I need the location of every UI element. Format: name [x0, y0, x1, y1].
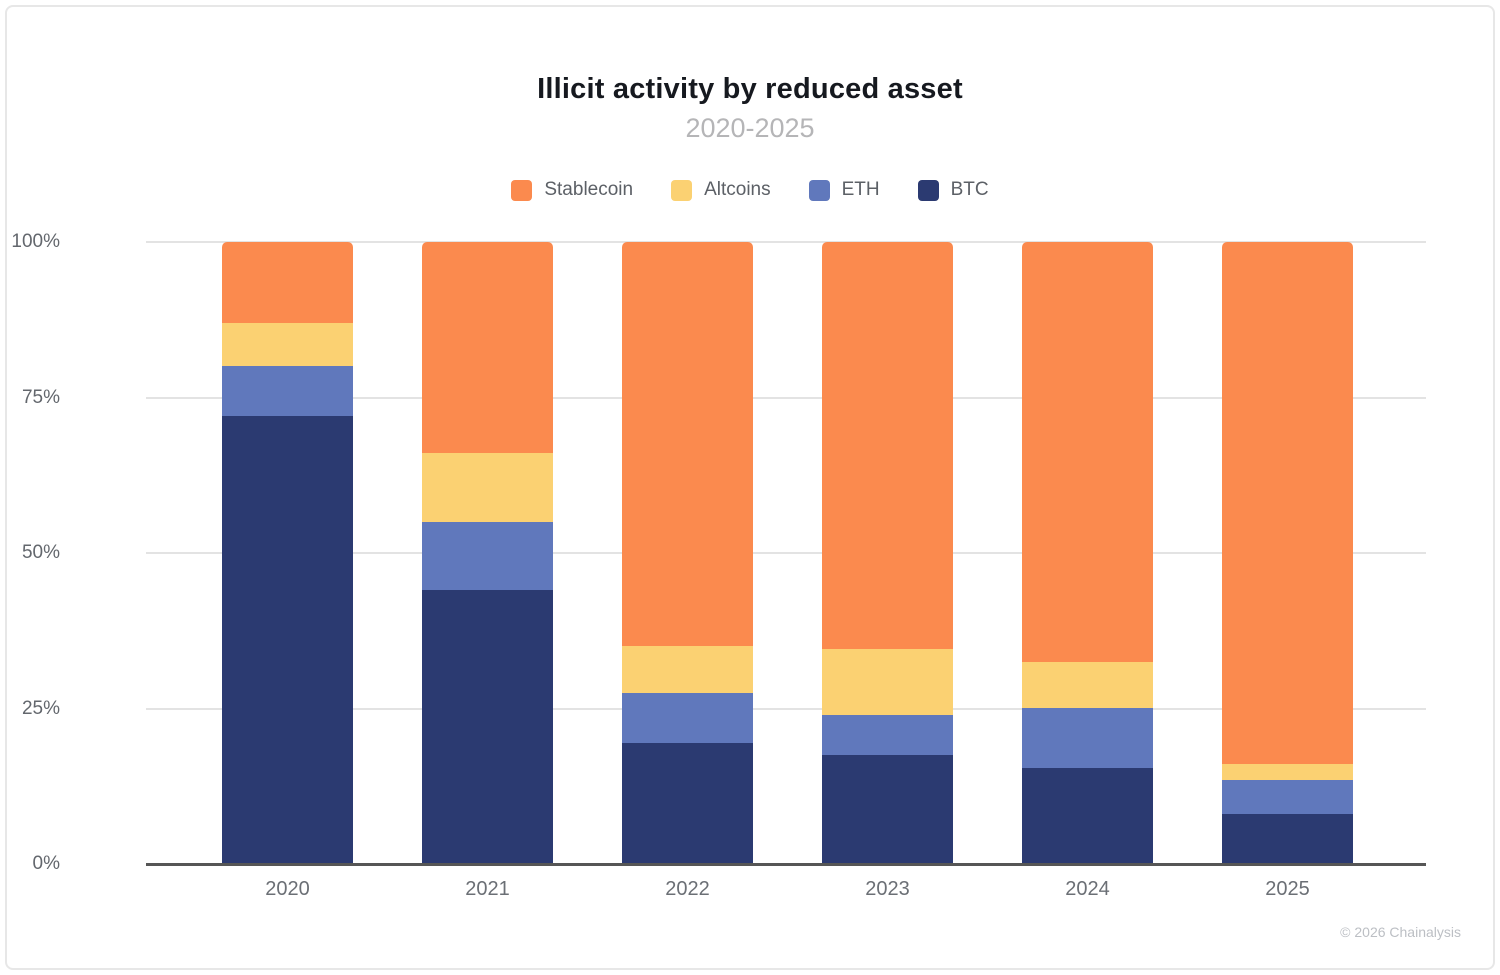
bar-segment-btc-2025[interactable]	[1222, 814, 1353, 864]
x-tick-label-2020: 2020	[265, 878, 310, 900]
bar-segment-altcoins-2024[interactable]	[1022, 661, 1153, 709]
y-tick-label-50: 50%	[21, 542, 60, 563]
legend-label: Altcoins	[704, 179, 771, 200]
legend-item-stablecoin[interactable]: Stablecoin	[511, 179, 633, 201]
y-tick-label-100: 100%	[11, 231, 60, 252]
bar-segment-stablecoin-2020[interactable]	[222, 242, 353, 323]
legend-item-altcoins[interactable]: Altcoins	[671, 179, 771, 201]
bar-2023	[822, 242, 953, 864]
bar-segment-eth-2024[interactable]	[1022, 708, 1153, 768]
gridline-50	[146, 552, 1426, 554]
bar-segment-eth-2021[interactable]	[422, 521, 553, 591]
legend-swatch-stablecoin	[511, 179, 533, 201]
legend-swatch-eth	[808, 179, 830, 201]
bar-segment-stablecoin-2025[interactable]	[1222, 242, 1353, 765]
plot-area: 0% 25% 50% 75% 100% 2020 2021 2022 2023 2024 2025	[11, 232, 1426, 900]
bar-segment-btc-2023[interactable]	[822, 755, 953, 864]
gridline-25	[146, 707, 1426, 710]
bar-segment-stablecoin-2022[interactable]	[622, 242, 753, 647]
bar-2021	[422, 242, 553, 864]
legend-swatch-btc	[917, 179, 939, 201]
x-tick-label-2025: 2025	[1265, 878, 1310, 900]
bar-segment-btc-2022[interactable]	[622, 742, 753, 864]
x-tick-label-2022: 2022	[665, 878, 710, 900]
bar-segment-btc-2024[interactable]	[1022, 767, 1153, 864]
gridline-100	[146, 241, 1426, 243]
bar-2020	[222, 242, 353, 864]
x-tick-label-2021: 2021	[465, 878, 510, 900]
bar-segment-altcoins-2023[interactable]	[822, 649, 953, 715]
legend-label: ETH	[841, 179, 880, 200]
bar-segment-altcoins-2022[interactable]	[622, 646, 753, 693]
bar-segment-stablecoin-2021[interactable]	[422, 242, 553, 454]
legend: Stablecoin Altcoins ETH BTC	[7, 179, 1493, 201]
bar-segment-eth-2022[interactable]	[622, 692, 753, 743]
bar-segment-altcoins-2020[interactable]	[222, 322, 353, 367]
y-tick-label-25: 25%	[21, 697, 60, 719]
bar-segment-eth-2025[interactable]	[1222, 780, 1353, 815]
bar-2024	[1022, 242, 1153, 864]
bar-segment-btc-2020[interactable]	[222, 416, 353, 864]
legend-swatch-altcoins	[671, 179, 693, 201]
x-axis-line	[146, 863, 1426, 866]
x-tick-label-2024: 2024	[1065, 878, 1110, 900]
legend-label: Stablecoin	[544, 179, 634, 200]
bar-segment-altcoins-2025[interactable]	[1222, 764, 1353, 781]
y-tick-label-75: 75%	[21, 386, 60, 408]
chart-card: Illicit activity by reduced asset 2020-2…	[5, 5, 1495, 970]
bar-segment-btc-2021[interactable]	[422, 590, 553, 864]
legend-item-eth[interactable]: ETH	[808, 179, 880, 201]
bar-2022	[622, 242, 753, 864]
copyright-text: © 2026 Chainalysis	[1340, 924, 1461, 940]
legend-label: BTC	[950, 179, 989, 200]
chart-title: Illicit activity by reduced asset	[537, 73, 963, 105]
bar-segment-stablecoin-2024[interactable]	[1022, 242, 1153, 662]
y-tick-label-0: 0%	[32, 853, 60, 874]
bar-2025	[1222, 242, 1353, 864]
x-tick-label-2023: 2023	[865, 878, 910, 900]
bar-segment-eth-2023[interactable]	[822, 714, 953, 756]
legend-item-btc[interactable]: BTC	[917, 179, 989, 201]
bar-segment-eth-2020[interactable]	[222, 366, 353, 417]
bar-segment-altcoins-2021[interactable]	[422, 453, 553, 522]
chart-subtitle: 2020-2025	[685, 113, 815, 143]
bar-segment-stablecoin-2023[interactable]	[822, 242, 953, 650]
gridline-75	[146, 396, 1426, 399]
